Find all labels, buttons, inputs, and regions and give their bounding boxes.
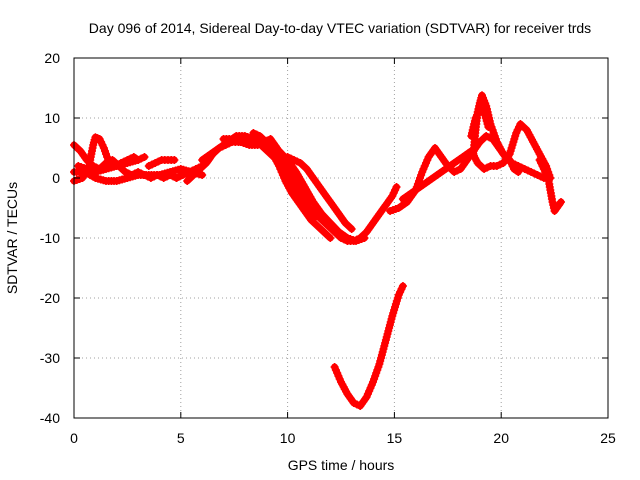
data-point <box>398 282 407 290</box>
x-axis-label: GPS time / hours <box>288 457 395 473</box>
series-arc-10 <box>249 129 335 242</box>
x-tick-label: 25 <box>600 430 616 446</box>
y-tick-label: -10 <box>40 230 60 246</box>
data-point <box>514 168 523 176</box>
x-tick-label: 15 <box>387 430 403 446</box>
y-tick-label: -40 <box>40 410 60 426</box>
data-point <box>198 171 207 179</box>
data-point <box>170 156 179 164</box>
series-layer <box>70 91 566 410</box>
data-point <box>326 234 335 242</box>
y-tick-label: 10 <box>44 110 60 126</box>
series-arc-16 <box>467 105 493 140</box>
tick-layer: 0 5 10 15 20 25 -40 -30 -20 -10 0 10 20 <box>40 50 616 446</box>
y-axis-label: SDTVAR / TECUs <box>4 182 20 294</box>
series-arc-04 <box>74 153 149 176</box>
x-tick-label: 0 <box>70 430 78 446</box>
data-point <box>360 234 369 242</box>
y-tick-label: 0 <box>52 170 60 186</box>
data-point <box>347 225 356 233</box>
series-arc-08 <box>198 132 369 245</box>
data-point <box>557 198 566 206</box>
series-arc-13 <box>386 132 548 215</box>
x-tick-label: 10 <box>280 430 296 446</box>
x-tick-label: 5 <box>177 430 185 446</box>
y-tick-label: -20 <box>40 290 60 306</box>
data-point <box>484 123 493 131</box>
series-arc-12 <box>330 282 407 410</box>
y-tick-label: -30 <box>40 350 60 366</box>
data-point <box>140 153 149 161</box>
series-arc-05 <box>144 156 179 170</box>
x-tick-label: 20 <box>493 430 509 446</box>
data-point <box>392 183 401 191</box>
series-arc-11 <box>283 153 356 233</box>
series-arc-17 <box>535 156 566 215</box>
chart-title: Day 096 of 2014, Sidereal Day-to-day VTE… <box>89 20 591 36</box>
y-tick-label: 20 <box>44 50 60 66</box>
